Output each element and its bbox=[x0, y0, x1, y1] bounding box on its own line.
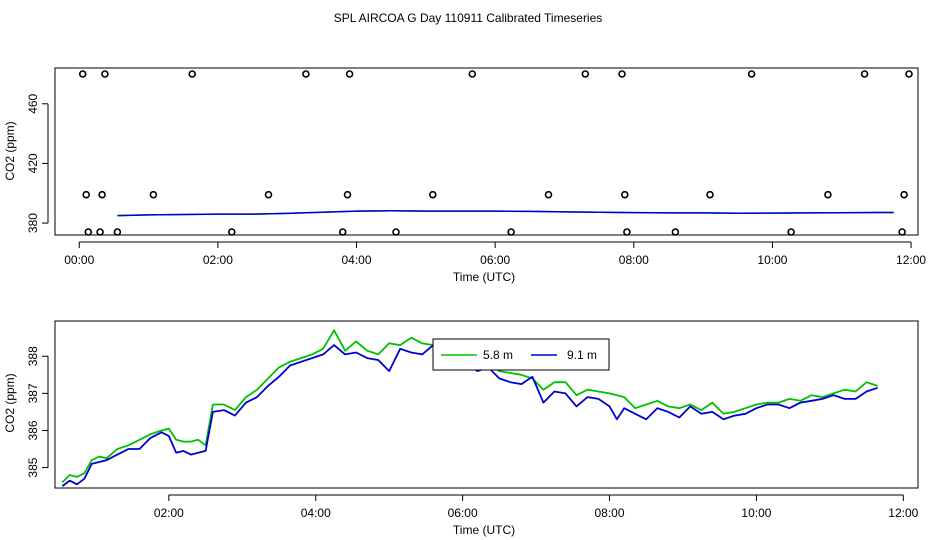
top-data-point bbox=[338, 228, 347, 236]
top-plot-frame bbox=[54, 67, 919, 236]
bottom-x-tick-label: 10:00 bbox=[741, 506, 771, 520]
bottom-y-axis-label: CO2 (ppm) bbox=[3, 373, 17, 432]
top-y-axis-label: CO2 (ppm) bbox=[3, 121, 17, 180]
top-data-point bbox=[787, 228, 795, 236]
top-data-point bbox=[581, 70, 590, 78]
top-data-point bbox=[898, 228, 906, 236]
top-data-point bbox=[905, 70, 913, 78]
top-data-point bbox=[544, 190, 553, 199]
bottom-x-axis: 02:00 04:00 06:00 08:00 10:00 12:00 bbox=[154, 494, 919, 520]
top-data-point bbox=[623, 228, 631, 236]
figure-title: SPL AIRCOA G Day 110911 Calibrated Times… bbox=[334, 11, 603, 25]
top-data-point bbox=[343, 190, 352, 199]
bottom-y-tick-label: 387 bbox=[26, 383, 40, 403]
bottom-panel: 02:00 04:00 06:00 08:00 10:00 12:00 385 386 387… bbox=[3, 320, 919, 537]
top-y-tick-label: 380 bbox=[26, 213, 40, 233]
bottom-x-tick-label: 02:00 bbox=[154, 506, 184, 520]
top-y-tick-label: 420 bbox=[26, 153, 40, 173]
top-data-point bbox=[228, 228, 236, 236]
top-x-tick-label: 04:00 bbox=[342, 253, 372, 267]
top-data-point bbox=[101, 70, 109, 78]
legend: 5.8 m 9.1 m bbox=[432, 338, 610, 371]
top-marker-layer bbox=[78, 70, 913, 236]
bottom-x-tick-label: 12:00 bbox=[888, 506, 918, 520]
top-data-point bbox=[82, 190, 90, 199]
bottom-plot-frame bbox=[54, 320, 919, 489]
top-data-point bbox=[618, 70, 626, 78]
top-series-line-9-1m bbox=[117, 210, 894, 217]
top-x-tick-label: 00:00 bbox=[64, 253, 94, 267]
bottom-y-axis: 385 386 387 388 bbox=[26, 346, 49, 478]
legend-label-9-1m: 9.1 m bbox=[567, 348, 597, 362]
top-x-tick-label: 08:00 bbox=[619, 253, 649, 267]
top-data-point bbox=[428, 190, 437, 199]
top-data-point bbox=[98, 190, 106, 199]
top-data-point bbox=[78, 70, 87, 78]
legend-label-5-8m: 5.8 m bbox=[483, 348, 513, 362]
top-data-point bbox=[392, 228, 400, 236]
top-x-axis: 00:00 02:00 04:00 06:00 08:00 10:00 12:00 bbox=[64, 241, 926, 267]
bottom-x-axis-label: Time (UTC) bbox=[453, 523, 515, 537]
top-y-axis: 380 420 460 bbox=[26, 93, 49, 233]
top-x-tick-label: 10:00 bbox=[757, 253, 787, 267]
top-data-point bbox=[620, 190, 629, 199]
top-data-point bbox=[302, 70, 310, 78]
bottom-x-tick-label: 08:00 bbox=[595, 506, 625, 520]
top-x-tick-label: 12:00 bbox=[896, 253, 926, 267]
top-y-tick-label: 460 bbox=[26, 93, 40, 113]
bottom-x-tick-label: 04:00 bbox=[301, 506, 331, 520]
top-data-point bbox=[188, 70, 196, 78]
bottom-x-tick-label: 06:00 bbox=[448, 506, 478, 520]
top-data-point bbox=[706, 190, 714, 199]
top-x-tick-label: 02:00 bbox=[203, 253, 233, 267]
bottom-y-tick-label: 388 bbox=[26, 346, 40, 366]
bottom-y-tick-label: 385 bbox=[26, 457, 40, 477]
top-x-tick-label: 06:00 bbox=[480, 253, 510, 267]
top-series-layer bbox=[117, 210, 894, 217]
top-data-point bbox=[747, 70, 756, 78]
top-data-point bbox=[149, 190, 158, 199]
top-data-point bbox=[468, 70, 477, 78]
top-data-point bbox=[96, 228, 104, 236]
bottom-y-tick-label: 386 bbox=[26, 420, 40, 440]
top-data-point bbox=[671, 228, 680, 236]
top-data-point bbox=[507, 228, 515, 236]
top-x-axis-label: Time (UTC) bbox=[453, 270, 515, 284]
top-data-point bbox=[264, 190, 273, 199]
top-panel: 00:00 02:00 04:00 06:00 08:00 10:00 12:00 380 4… bbox=[3, 67, 926, 284]
top-data-point bbox=[113, 228, 122, 236]
top-data-point bbox=[824, 190, 832, 199]
top-data-point bbox=[900, 190, 908, 199]
top-data-point bbox=[84, 228, 93, 236]
top-data-point bbox=[860, 70, 869, 78]
top-data-point bbox=[345, 70, 354, 78]
